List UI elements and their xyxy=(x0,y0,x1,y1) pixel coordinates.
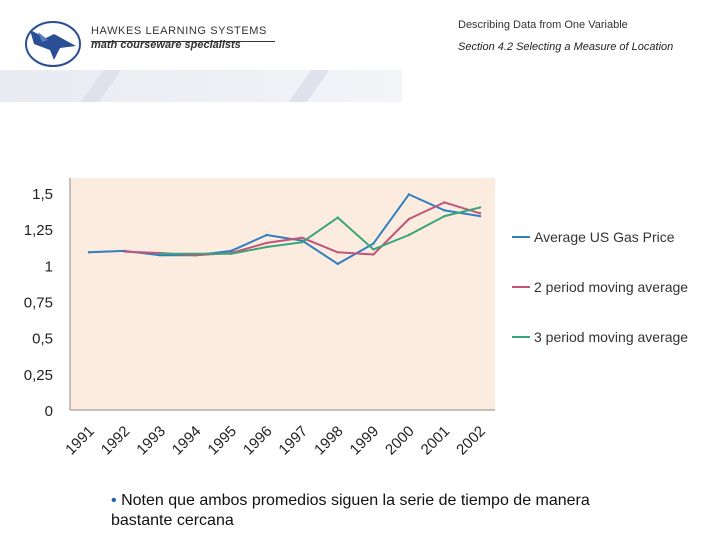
y-tick-label: 0,5 xyxy=(32,331,53,348)
y-tick-label: 1,5 xyxy=(32,186,53,203)
data-point xyxy=(229,249,233,253)
data-point xyxy=(301,240,304,244)
data-point xyxy=(123,250,126,253)
legend-label: 2 period moving average xyxy=(534,279,688,295)
hawk-logo-icon xyxy=(25,21,81,67)
data-point xyxy=(478,214,482,218)
data-point xyxy=(372,242,375,245)
data-point xyxy=(407,193,411,196)
brand-tagline: math courseware specialists xyxy=(91,39,241,51)
chapter-title: Describing Data from One Variable xyxy=(458,19,628,31)
data-point xyxy=(407,233,411,237)
x-tick-label: 1993 xyxy=(133,423,169,459)
data-point xyxy=(372,248,375,251)
series-line-1 xyxy=(88,193,481,265)
data-point xyxy=(265,233,268,237)
x-tick-label: 1998 xyxy=(311,423,347,459)
data-point xyxy=(443,214,446,218)
data-point xyxy=(336,251,340,254)
data-point xyxy=(443,201,446,204)
x-tick-label: 1991 xyxy=(62,423,98,459)
x-tick-label: 2001 xyxy=(418,423,454,459)
data-point xyxy=(478,212,482,215)
x-tick-label: 1996 xyxy=(240,423,276,459)
data-point xyxy=(87,251,91,254)
data-point xyxy=(265,241,268,245)
x-tick-label: 1999 xyxy=(347,423,383,459)
section-title: Section 4.2 Selecting a Measure of Locat… xyxy=(458,41,674,53)
data-point xyxy=(336,216,340,219)
series-line-3 xyxy=(160,206,481,255)
y-tick-label: 0 xyxy=(45,403,53,420)
data-point xyxy=(301,236,304,240)
data-point xyxy=(265,245,268,249)
y-tick-label: 0,75 xyxy=(24,295,53,312)
data-point xyxy=(336,262,340,266)
x-tick-label: 1995 xyxy=(204,423,240,459)
data-point xyxy=(194,252,197,255)
header-band xyxy=(0,70,402,102)
data-point xyxy=(158,252,162,255)
line-chart: 0 0,25 0,5 0,75 1 1,25 1,5 1991 1992 1993 1994 1995… xyxy=(24,178,688,459)
data-point xyxy=(229,252,233,255)
legend-label: Average US Gas Price xyxy=(534,229,675,245)
bullet-text: Noten que ambos promedios siguen la seri… xyxy=(111,492,590,529)
brand-name: HAWKES LEARNING SYSTEMS xyxy=(91,25,267,37)
x-tick-label: 2000 xyxy=(382,423,418,459)
y-tick-label: 1,25 xyxy=(24,222,53,239)
x-tick-label: 2002 xyxy=(453,423,489,459)
brand-rule xyxy=(91,41,275,42)
y-tick-label: 0,25 xyxy=(24,367,53,384)
data-point xyxy=(443,209,446,212)
plot-area xyxy=(70,178,495,410)
y-tick-label: 1 xyxy=(45,258,53,275)
x-tick-label: 1994 xyxy=(169,423,205,459)
data-point xyxy=(407,217,411,221)
bullet-marker: • xyxy=(111,492,117,509)
x-tick-label: 1992 xyxy=(98,423,134,459)
bullet-note: • Noten que ambos promedios siguen la se… xyxy=(111,491,631,531)
legend-label: 3 period moving average xyxy=(534,329,688,345)
x-tick-label: 1997 xyxy=(275,423,311,459)
data-point xyxy=(372,253,375,256)
data-point xyxy=(478,206,482,209)
